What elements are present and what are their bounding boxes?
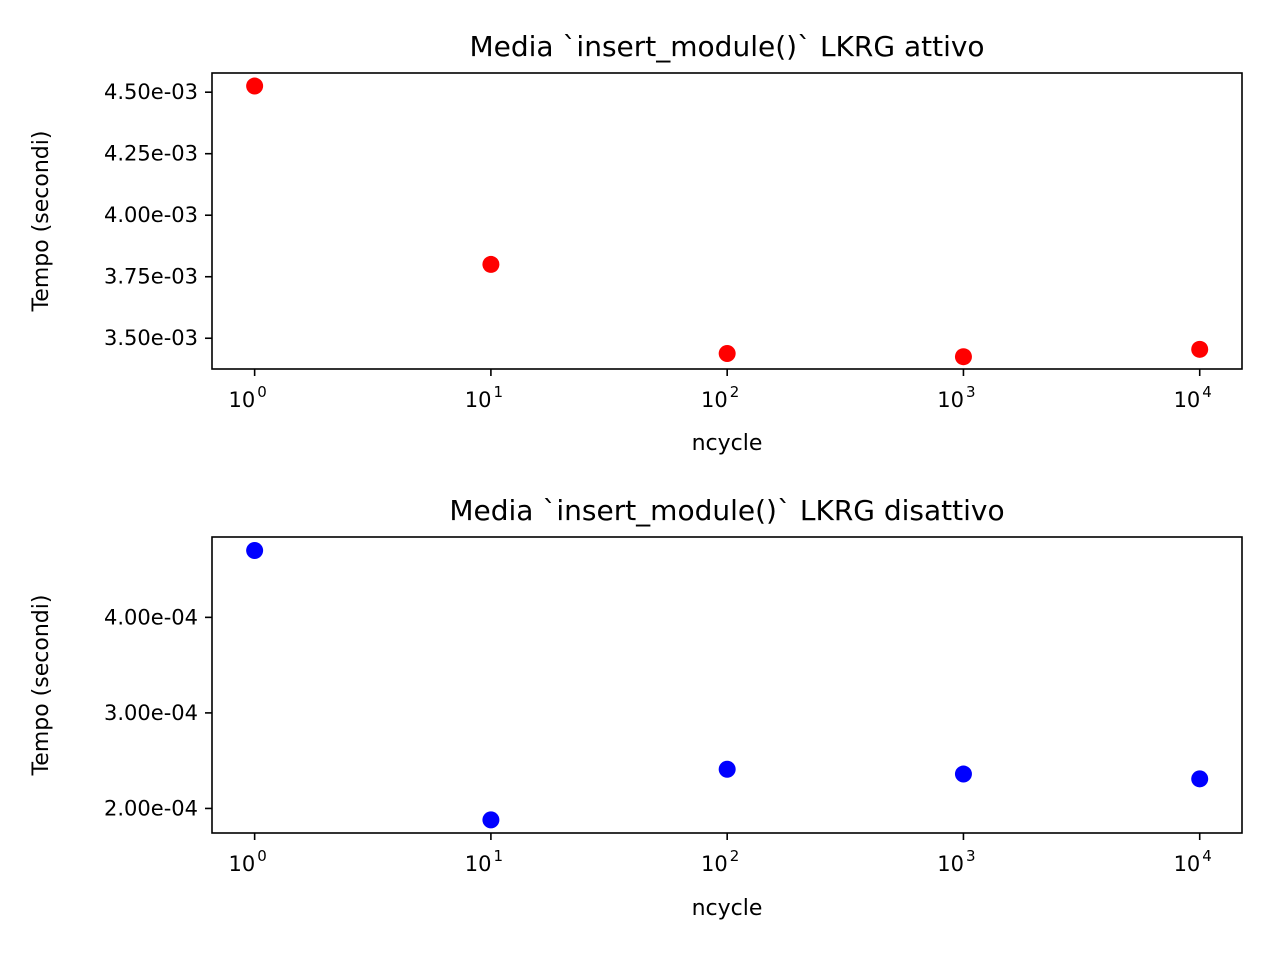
x-tick-label: 10 0	[228, 383, 266, 412]
y-tick-label: 2.00e-04	[104, 796, 198, 820]
y-axis-label: Tempo (secondi)	[29, 595, 54, 777]
x-axis-ticks: 10 0 10 1 10 2 10 3 10 4	[228, 833, 1212, 876]
y-tick-label: 3.75e-03	[104, 265, 198, 289]
y-tick-label: 4.50e-03	[104, 80, 198, 104]
data-point	[1191, 770, 1209, 788]
x-tick-label: 10 2	[701, 847, 739, 876]
x-axis-label: ncycle	[692, 896, 763, 921]
plot-frame	[211, 536, 1243, 834]
x-tick-label: 10 4	[1174, 383, 1212, 412]
data-point	[482, 811, 500, 829]
subplot-title: Media `insert_module()` LKRG disattivo	[449, 494, 1004, 527]
plot-frame	[211, 72, 1243, 370]
data-point	[482, 255, 500, 273]
x-axis-label: ncycle	[692, 431, 763, 456]
data-point	[954, 765, 972, 783]
data-point	[1191, 340, 1209, 358]
data-point	[954, 348, 972, 366]
x-tick-label: 10 3	[937, 383, 975, 412]
y-axis-ticks: 3.50e-03 3.75e-03 4.00e-03 4.25e-03 4.50e-03	[104, 80, 212, 350]
y-axis-ticks: 2.00e-04 3.00e-04 4.00e-04	[104, 605, 212, 820]
subplot-lkrg-attivo: Media `insert_module()` LKRG attivo 3.50…	[29, 30, 1243, 456]
y-tick-label: 3.50e-03	[104, 326, 198, 350]
data-point	[718, 344, 736, 362]
data-point	[246, 77, 264, 95]
subplot-lkrg-disattivo: Media `insert_module()` LKRG disattivo 2…	[29, 494, 1243, 921]
y-axis-label: Tempo (secondi)	[29, 131, 54, 313]
x-tick-label: 10 0	[228, 847, 266, 876]
x-tick-label: 10 4	[1174, 847, 1212, 876]
x-tick-label: 10 1	[465, 383, 503, 412]
y-tick-label: 3.00e-04	[104, 701, 198, 725]
x-axis-ticks: 10 0 10 1 10 2 10 3 10 4	[228, 369, 1212, 412]
data-points	[246, 77, 1209, 366]
y-tick-label: 4.25e-03	[104, 142, 198, 166]
y-tick-label: 4.00e-03	[104, 203, 198, 227]
x-tick-label: 10 2	[701, 383, 739, 412]
subplot-title: Media `insert_module()` LKRG attivo	[469, 30, 984, 63]
y-tick-label: 4.00e-04	[104, 605, 198, 629]
data-point	[718, 760, 736, 778]
x-tick-label: 10 3	[937, 847, 975, 876]
data-point	[246, 541, 264, 559]
x-tick-label: 10 1	[465, 847, 503, 876]
data-points	[246, 541, 1209, 829]
